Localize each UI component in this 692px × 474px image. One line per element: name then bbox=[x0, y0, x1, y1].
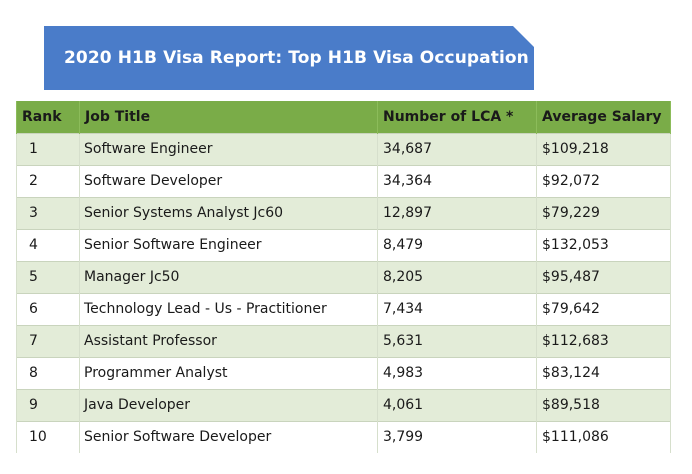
table-row: 1 Software Engineer 34,687 $109,218 bbox=[16, 133, 671, 165]
salary-cell: $89,518 bbox=[536, 389, 671, 421]
salary-cell: $83,124 bbox=[536, 357, 671, 389]
table-row: 7 Assistant Professor 5,631 $112,683 bbox=[16, 325, 671, 357]
lca-cell: 12,897 bbox=[377, 197, 537, 229]
salary-cell: $132,053 bbox=[536, 229, 671, 261]
table-row: 2 Software Developer 34,364 $92,072 bbox=[16, 165, 671, 197]
rank-cell: 1 bbox=[16, 133, 80, 165]
job-title-cell: Senior Software Developer bbox=[79, 421, 378, 453]
job-title-cell: Programmer Analyst bbox=[79, 357, 378, 389]
job-title-cell: Senior Systems Analyst Jc60 bbox=[79, 197, 378, 229]
table-row: 8 Programmer Analyst 4,983 $83,124 bbox=[16, 357, 671, 389]
rank-cell: 3 bbox=[16, 197, 80, 229]
table-row: 9 Java Developer 4,061 $89,518 bbox=[16, 389, 671, 421]
job-title-cell: Manager Jc50 bbox=[79, 261, 378, 293]
table-row: 3 Senior Systems Analyst Jc60 12,897 $79… bbox=[16, 197, 671, 229]
salary-cell: $111,086 bbox=[536, 421, 671, 453]
salary-cell: $95,487 bbox=[536, 261, 671, 293]
rank-cell: 10 bbox=[16, 421, 80, 453]
header-average-salary: Average Salary bbox=[536, 101, 671, 133]
lca-cell: 7,434 bbox=[377, 293, 537, 325]
table-row: 10 Senior Software Developer 3,799 $111,… bbox=[16, 421, 671, 453]
job-title-cell: Technology Lead - Us - Practitioner bbox=[79, 293, 378, 325]
rank-cell: 8 bbox=[16, 357, 80, 389]
lca-cell: 34,364 bbox=[377, 165, 537, 197]
header-job-title: Job Title bbox=[79, 101, 378, 133]
lca-cell: 5,631 bbox=[377, 325, 537, 357]
lca-cell: 4,061 bbox=[377, 389, 537, 421]
rank-cell: 2 bbox=[16, 165, 80, 197]
job-title-cell: Software Developer bbox=[79, 165, 378, 197]
salary-cell: $109,218 bbox=[536, 133, 671, 165]
rank-cell: 4 bbox=[16, 229, 80, 261]
table-row: 6 Technology Lead - Us - Practitioner 7,… bbox=[16, 293, 671, 325]
salary-cell: $112,683 bbox=[536, 325, 671, 357]
salary-cell: $79,642 bbox=[536, 293, 671, 325]
job-title-cell: Software Engineer bbox=[79, 133, 378, 165]
lca-cell: 8,205 bbox=[377, 261, 537, 293]
salary-cell: $92,072 bbox=[536, 165, 671, 197]
job-title-cell: Senior Software Engineer bbox=[79, 229, 378, 261]
lca-cell: 34,687 bbox=[377, 133, 537, 165]
rank-cell: 5 bbox=[16, 261, 80, 293]
table-row: 4 Senior Software Engineer 8,479 $132,05… bbox=[16, 229, 671, 261]
report-title-banner: 2020 H1B Visa Report: Top H1B Visa Occup… bbox=[44, 26, 535, 90]
report-title: 2020 H1B Visa Report: Top H1B Visa Occup… bbox=[64, 48, 529, 68]
header-rank: Rank bbox=[16, 101, 80, 133]
rank-cell: 7 bbox=[16, 325, 80, 357]
table-row: 5 Manager Jc50 8,205 $95,487 bbox=[16, 261, 671, 293]
occupation-table: Rank Job Title Number of LCA * Average S… bbox=[16, 101, 671, 453]
lca-cell: 4,983 bbox=[377, 357, 537, 389]
header-number-of-lca: Number of LCA * bbox=[377, 101, 537, 133]
rank-cell: 9 bbox=[16, 389, 80, 421]
table-header-row: Rank Job Title Number of LCA * Average S… bbox=[16, 101, 671, 133]
rank-cell: 6 bbox=[16, 293, 80, 325]
job-title-cell: Assistant Professor bbox=[79, 325, 378, 357]
job-title-cell: Java Developer bbox=[79, 389, 378, 421]
lca-cell: 8,479 bbox=[377, 229, 537, 261]
lca-cell: 3,799 bbox=[377, 421, 537, 453]
salary-cell: $79,229 bbox=[536, 197, 671, 229]
